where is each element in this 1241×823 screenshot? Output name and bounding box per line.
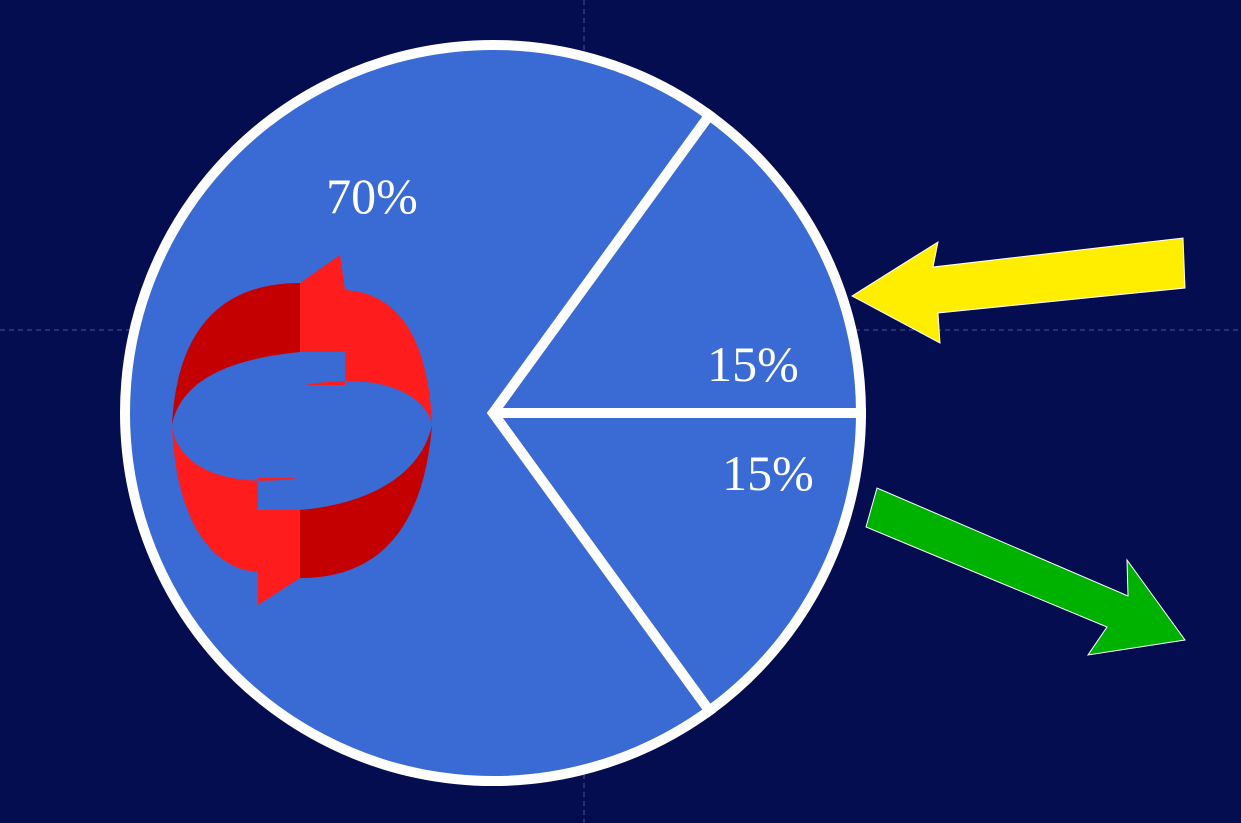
pie-slice-15-upper bbox=[483, 108, 867, 418]
recycle-arrows-icon bbox=[172, 255, 432, 605]
arrow-in-icon bbox=[851, 237, 1186, 344]
arrow-out-icon bbox=[865, 487, 1186, 656]
pie-slice-70 bbox=[120, 40, 717, 786]
slice-label-15-upper: 15% bbox=[707, 336, 799, 392]
pie-slice-15-lower bbox=[483, 408, 867, 718]
slice-label-70: 70% bbox=[326, 168, 418, 224]
slice-label-15-lower: 15% bbox=[722, 445, 814, 501]
pie-slices bbox=[120, 40, 867, 786]
